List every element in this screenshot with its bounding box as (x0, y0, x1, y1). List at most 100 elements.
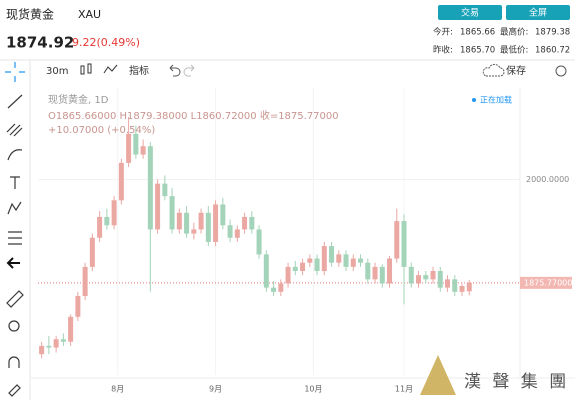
legend-title: 现货黄金, 1D (48, 93, 109, 106)
magnet-tool[interactable] (8, 356, 20, 368)
fib-tool[interactable] (6, 123, 23, 137)
stat-value: 1879.38 (535, 28, 570, 38)
status: 正在加载 (480, 95, 512, 105)
last-price-box (520, 276, 572, 289)
crosshair-tool[interactable] (5, 62, 25, 82)
candle-body (46, 345, 52, 348)
fullscreen-button[interactable] (506, 5, 570, 20)
candle-body (234, 229, 240, 238)
candle-body (75, 295, 81, 317)
candle-icon[interactable] (80, 63, 92, 75)
candle-body (60, 339, 66, 342)
stat-label: 今开: (433, 27, 453, 38)
candle-body (126, 133, 132, 163)
candle-body (314, 258, 320, 272)
candle-body (68, 316, 74, 342)
candle-body (307, 258, 313, 263)
text-tool[interactable] (10, 176, 20, 189)
last-price-label: 1875.77000 (524, 278, 572, 287)
candle-body (97, 216, 103, 238)
candle-body (118, 162, 124, 201)
status-dot (472, 98, 476, 102)
candle-body (82, 266, 88, 296)
candle-body (155, 183, 161, 230)
cloud-icon[interactable] (482, 63, 505, 77)
candle-body (329, 246, 335, 263)
redo[interactable] (183, 64, 195, 77)
trade-button-label[interactable]: 交易 (461, 7, 479, 19)
candle-body (191, 229, 197, 234)
fullscreen-button-label[interactable]: 全屏 (529, 7, 547, 19)
candle-body (445, 279, 451, 288)
stat-value: 1865.70 (460, 46, 495, 56)
candle-body (292, 266, 298, 272)
lock-tool[interactable] (8, 384, 21, 397)
candle-body (430, 271, 436, 280)
candle-body (387, 258, 393, 284)
candle-body (220, 204, 226, 226)
candle-body (256, 229, 262, 255)
stat-label: 最低价: (500, 45, 528, 56)
ohlc-text: O1865.66000 H1879.38000 L1860.72000 收=18… (48, 109, 339, 122)
candle-body (278, 283, 284, 292)
candle-body (423, 275, 429, 280)
x-tick-label: 10月 (304, 385, 322, 394)
symbol-name: 现货黄金 (6, 7, 54, 22)
settings[interactable] (555, 65, 567, 77)
x-tick-label: 11月 (395, 385, 413, 394)
candle-body (452, 279, 458, 292)
watermark-logo (420, 355, 456, 395)
candle-body (133, 133, 139, 155)
candle-body (198, 212, 204, 230)
stat-value: 1860.72 (535, 46, 570, 56)
candle-body (263, 254, 269, 288)
change-text: +10.07000 (+0.54%) (48, 125, 155, 136)
interval[interactable]: 30m (46, 66, 68, 77)
candle-body (162, 183, 168, 197)
candle-body (336, 254, 342, 263)
candle-body (242, 216, 248, 230)
candle-body (416, 275, 422, 284)
candle-body (111, 200, 117, 226)
undo[interactable] (169, 64, 181, 77)
stat-label: 最高价: (500, 27, 528, 38)
symbol-code: XAU (78, 8, 101, 21)
candle-body (358, 258, 364, 263)
candle-body (140, 146, 146, 155)
candle-body (285, 266, 291, 284)
plot: 2000.0000 8月 9月 10月 11月 1875.77000 (38, 88, 572, 394)
hide-tool[interactable] (6, 257, 20, 269)
y-tick-label: 2000.0000 (526, 175, 569, 184)
price-change: 9.22(0.49%) (72, 36, 140, 49)
candle-body (169, 196, 175, 230)
candle-body (401, 221, 407, 267)
brush-tool[interactable] (7, 149, 23, 161)
save[interactable]: 保存 (506, 64, 526, 77)
pattern-tool[interactable] (7, 201, 22, 215)
indicators[interactable]: 指标 (129, 64, 149, 77)
line-tool[interactable] (7, 94, 23, 109)
candle-body (459, 285, 465, 292)
zoom-tool[interactable] (8, 320, 20, 332)
watermark: 漢 聲 集 團 (464, 372, 569, 392)
candle-body (227, 225, 233, 238)
x-tick-label: 8月 (111, 385, 124, 394)
trade-button[interactable] (438, 5, 502, 20)
ruler-tool[interactable] (6, 290, 24, 308)
stat-value: 1865.66 (460, 28, 495, 38)
candle-body (213, 204, 219, 242)
candle-body (39, 345, 45, 355)
candle-body (321, 246, 327, 272)
measure-tool[interactable] (8, 231, 22, 245)
candle-body (104, 216, 110, 226)
candle-body (184, 212, 190, 234)
candle-body (343, 254, 349, 267)
candle-body (365, 262, 371, 280)
indicator-icon[interactable] (103, 64, 118, 74)
candle-body (394, 221, 400, 259)
candle-body (300, 262, 306, 272)
candle-body (176, 212, 182, 230)
candle-body (89, 237, 95, 267)
candle-body (466, 282, 472, 292)
